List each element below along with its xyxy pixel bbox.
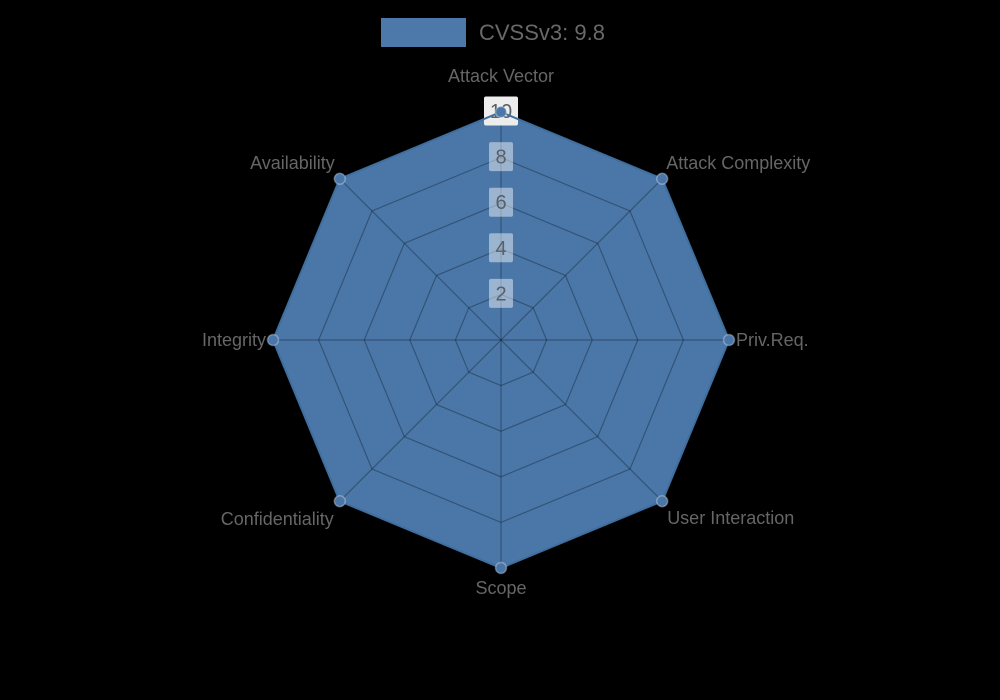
vertex-marker (333, 172, 347, 186)
vertex-marker (655, 172, 669, 186)
grid-spoke (339, 178, 502, 341)
vertex-marker (655, 494, 669, 508)
vertex-marker (266, 333, 280, 347)
legend: CVSSv3: 9.8 (381, 18, 605, 47)
axis-label-priv-req-: Priv.Req. (736, 330, 809, 350)
tick-box-2 (489, 278, 513, 308)
axis-label-confidentiality: Confidentiality (221, 509, 334, 529)
legend-label: CVSSv3: 9.8 (479, 19, 605, 45)
tick-box-8 (489, 142, 513, 172)
vertex-marker (333, 494, 347, 508)
tick-box-4 (489, 233, 513, 263)
legend-swatch (381, 18, 466, 47)
tick-label-2: 2 (495, 283, 506, 305)
grid-spoke (500, 339, 663, 502)
tick-label-4: 4 (495, 238, 506, 260)
axis-label-attack-complexity: Attack Complexity (666, 153, 810, 173)
grid-ring-4 (409, 248, 593, 432)
axis-label-attack-vector: Attack Vector (448, 66, 554, 86)
vertex-marker (494, 561, 508, 575)
tick-label-8: 8 (495, 147, 506, 169)
grid-spoke (500, 178, 663, 341)
grid-spoke (339, 339, 502, 502)
grid-ring-2 (454, 293, 548, 387)
grid-ring-6 (363, 202, 639, 478)
grid-ring-8 (317, 156, 685, 524)
series-fill-polygon (273, 112, 729, 568)
axis-label-integrity: Integrity (202, 330, 266, 350)
axis-label-scope: Scope (475, 578, 526, 598)
axis-label-user-interaction: User Interaction (667, 508, 794, 528)
axis-label-availability: Availability (250, 153, 335, 173)
tick-label-6: 6 (495, 192, 506, 214)
vertex-marker (722, 333, 736, 347)
vertex-marker (494, 105, 508, 119)
tick-box-6 (489, 187, 513, 217)
